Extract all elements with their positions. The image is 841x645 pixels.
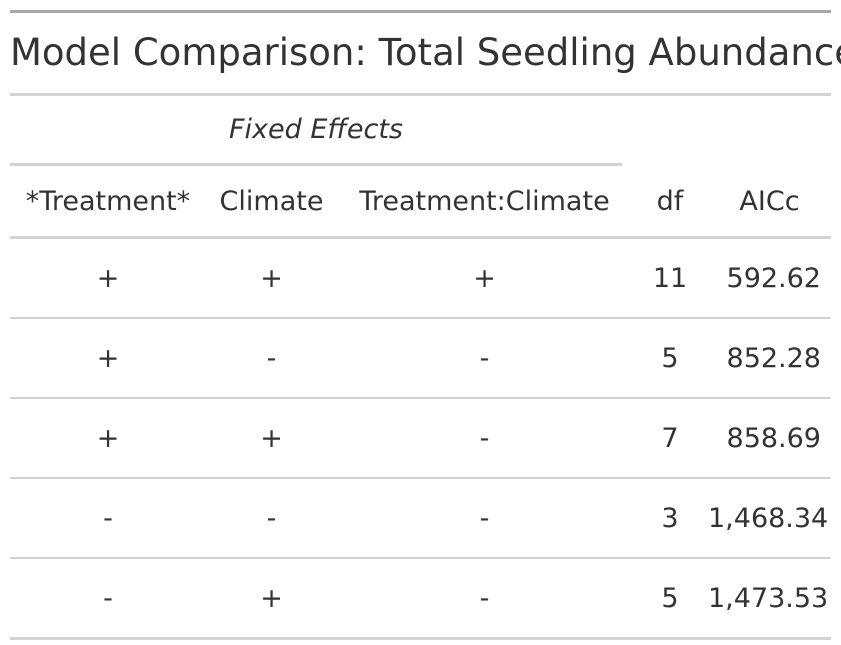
aicc-cell: 592.62 [726,262,821,294]
table-title: Model Comparison: Total Seedling Abundan… [10,13,841,96]
climate-cell: - [266,342,277,374]
interaction-cell: - [479,342,490,374]
column-spanner-row: Fixed Effects [10,96,831,166]
column-header-climate: Climate [219,185,324,217]
table-row: - + - 5 1,473.53 [10,559,831,640]
column-header-aicc: AICc [739,185,800,217]
df-cell: 3 [661,502,679,534]
df-cell: 5 [661,342,679,374]
interaction-cell: - [479,502,490,534]
table-row: + - - 5 852.28 [10,319,831,399]
table-row: - - - 3 1,468.34 [10,479,831,559]
interaction-cell: - [479,582,490,614]
column-header-df: df [656,185,684,217]
treatment-cell: + [96,422,120,454]
column-header-interaction: Treatment:Climate [359,185,610,217]
interaction-cell: - [479,422,490,454]
column-header-treatment: *Treatment* [25,185,191,217]
treatment-cell: + [96,342,120,374]
aicc-cell: 858.69 [726,422,821,454]
treatment-cell: - [103,582,113,614]
df-cell: 11 [652,262,688,294]
climate-cell: - [266,502,277,534]
fixed-effects-spanner: Fixed Effects [229,114,403,145]
climate-cell: + [260,422,283,454]
treatment-cell: - [103,502,113,534]
table-row: + + + 11 592.62 [10,239,831,319]
df-cell: 7 [661,422,679,454]
aicc-cell: 1,468.34 [708,502,829,534]
model-comparison-table: Model Comparison: Total Seedling Abundan… [10,10,841,640]
climate-cell: + [260,262,283,294]
climate-cell: + [260,582,283,614]
aicc-cell: 1,473.53 [708,582,829,614]
treatment-cell: + [96,262,120,294]
aicc-cell: 852.28 [726,342,821,374]
column-header-row: *Treatment* Climate Treatment:Climate df… [10,166,831,239]
df-cell: 5 [661,582,679,614]
table-row: + + - 7 858.69 [10,399,831,479]
spanner-underline [10,163,622,166]
interaction-cell: + [473,262,496,294]
